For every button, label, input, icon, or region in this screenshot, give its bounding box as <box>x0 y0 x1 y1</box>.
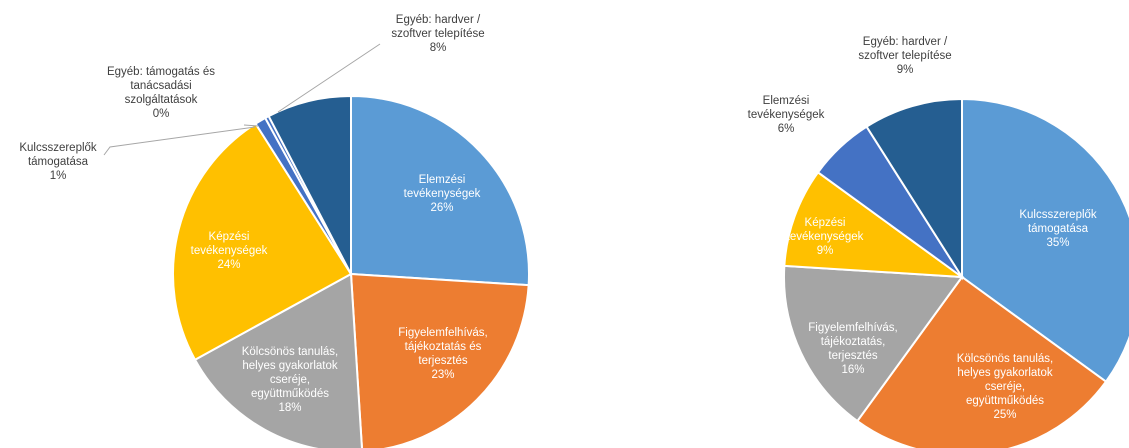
data-label-0-4: Kulcsszereplők támogatása 1% <box>19 142 97 182</box>
data-label-0-1: Figyelemfelhívás, tájékoztatás és terjeszt… <box>398 327 487 381</box>
data-label-line-1-4-0: Elemzési <box>763 95 810 107</box>
data-label-line-0-5-2: szolgáltatások <box>125 94 198 106</box>
data-label-line-1-1-1: helyes gyakorlatok <box>957 367 1052 379</box>
data-label-line-1-1-3: együttműködés <box>966 395 1044 407</box>
data-label-line-0-4-0: Kulcsszereplők <box>19 142 97 154</box>
data-label-line-0-2-2: cseréje, <box>270 374 310 386</box>
pie-slice-1-5 <box>865 97 963 281</box>
data-label-line-0-0-1: tevékenységek <box>404 188 481 200</box>
data-label-1-3: Képzési tevékenységek 9% <box>787 217 864 257</box>
data-label-line-1-5-0: Egyéb: hardver / <box>863 36 948 48</box>
data-label-line-1-4-2: 6% <box>778 123 795 135</box>
data-label-line-0-1-0: Figyelemfelhívás, <box>398 327 487 339</box>
pie-chart-right: Kulcsszereplők támogatása 35% Kölcsönös tan… <box>748 36 1129 448</box>
data-label-line-1-3-1: tevékenységek <box>787 231 864 243</box>
data-label-line-0-1-3: 23% <box>431 369 454 381</box>
data-label-1-0: Kulcsszereplők támogatása 35% <box>1019 209 1097 249</box>
data-label-1-2: Figyelemfelhívás, tájékoztatás, terjesztés… <box>808 322 897 376</box>
data-label-line-0-2-1: helyes gyakorlatok <box>242 360 337 372</box>
data-label-line-0-2-0: Kölcsönös tanulás, <box>242 346 339 358</box>
data-label-line-0-4-2: 1% <box>50 170 67 182</box>
data-label-line-1-5-2: 9% <box>897 64 914 76</box>
data-label-line-1-2-3: 16% <box>841 364 864 376</box>
data-label-line-0-6-2: 8% <box>430 42 447 54</box>
data-label-line-1-1-2: cseréje, <box>985 381 1025 393</box>
data-label-line-0-2-3: együttműködés <box>251 388 329 400</box>
data-label-0-2: Kölcsönös tanulás, helyes gyakorlatok cser… <box>242 346 339 414</box>
data-label-line-0-5-1: tanácsadási <box>130 80 191 92</box>
data-label-0-3: Képzési tevékenységek 24% <box>191 231 268 271</box>
leader-line-0-4 <box>103 126 256 156</box>
data-label-line-1-2-0: Figyelemfelhívás, <box>808 322 897 334</box>
data-label-line-1-1-4: 25% <box>993 409 1016 421</box>
data-label-line-1-5-1: szoftver telepítése <box>858 50 951 62</box>
data-label-line-0-4-1: támogatása <box>28 156 89 168</box>
data-label-1-1: Kölcsönös tanulás, helyes gyakorlatok cser… <box>957 353 1054 421</box>
pie-slice-1-2 <box>782 264 964 423</box>
pie-chart-left: Elemzési tevékenységek 26% Figyelemfelhívás… <box>19 14 531 448</box>
data-label-line-1-2-2: terjesztés <box>828 350 877 362</box>
data-label-line-0-2-4: 18% <box>278 402 301 414</box>
pie-slice-0-0 <box>350 94 531 287</box>
data-label-0-6: Egyéb: hardver / szoftver telepítése 8% <box>391 14 484 54</box>
data-label-0-0: Elemzési tevékenységek 26% <box>404 174 481 214</box>
data-label-line-0-5-0: Egyéb: támogatás és <box>107 66 215 78</box>
data-label-line-1-4-1: tevékenységek <box>748 109 825 121</box>
data-label-0-5: Egyéb: támogatás és tanácsadási szolgáltat… <box>107 66 215 120</box>
data-label-line-0-6-0: Egyéb: hardver / <box>396 14 481 26</box>
data-label-line-1-0-1: támogatása <box>1028 223 1089 235</box>
data-label-line-1-0-0: Kulcsszereplők <box>1019 209 1097 221</box>
data-label-line-1-3-2: 9% <box>817 245 834 257</box>
data-label-line-0-5-3: 0% <box>153 108 170 120</box>
data-label-line-0-1-2: terjesztés <box>418 355 467 367</box>
data-label-line-0-0-2: 26% <box>430 202 453 214</box>
data-label-1-4: Elemzési tevékenységek 6% <box>748 95 825 135</box>
pie-slice-1-0 <box>961 97 1129 384</box>
data-label-line-1-1-0: Kölcsönös tanulás, <box>957 353 1054 365</box>
data-label-line-1-3-0: Képzési <box>805 217 846 229</box>
leader-line-0-5 <box>243 124 259 127</box>
data-label-line-0-3-2: 24% <box>217 259 240 271</box>
data-label-line-0-3-1: tevékenységek <box>191 245 268 257</box>
pie-slice-0-2 <box>193 272 363 448</box>
pie-slice-0-6 <box>267 94 352 275</box>
data-label-line-0-3-0: Képzési <box>209 231 250 243</box>
data-label-1-5: Egyéb: hardver / szoftver telepítése 9% <box>858 36 951 76</box>
data-label-line-0-0-0: Elemzési <box>419 174 466 186</box>
leader-line-0-6 <box>277 43 381 113</box>
data-label-line-0-1-1: tájékoztatás és <box>405 341 482 353</box>
data-label-line-1-2-1: tájékoztatás, <box>821 336 886 348</box>
pie-slice-0-3 <box>172 122 353 362</box>
pie-slice-1-1 <box>855 275 1108 448</box>
data-label-line-0-6-1: szoftver telepítése <box>391 28 484 40</box>
data-label-line-1-0-2: 35% <box>1046 237 1069 249</box>
pie-slice-1-3 <box>783 170 966 279</box>
